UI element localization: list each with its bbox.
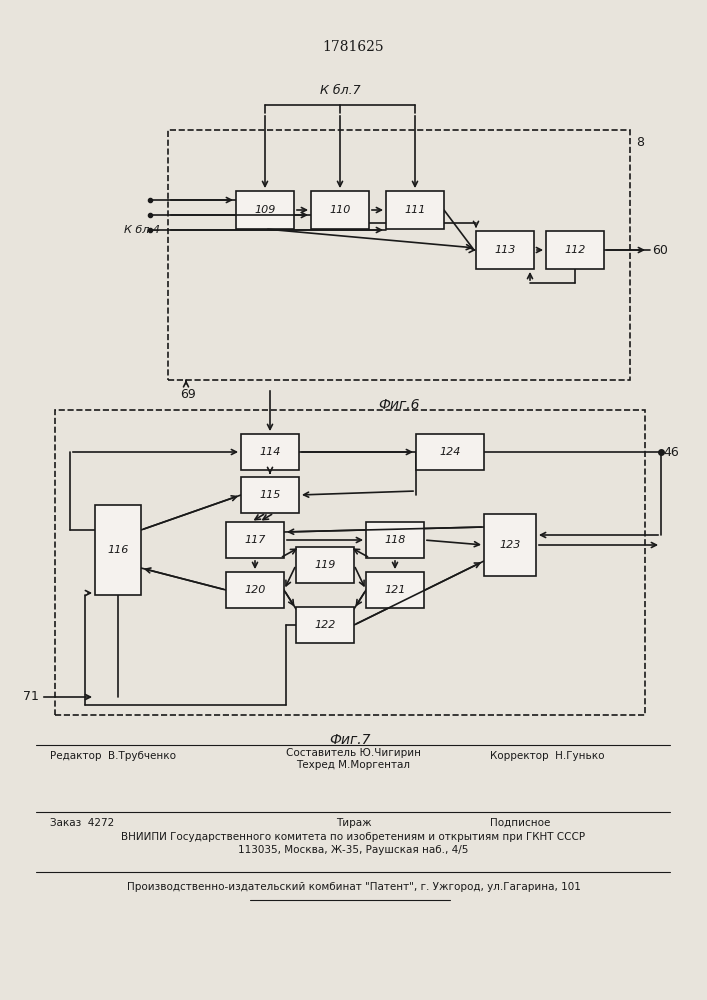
Text: 109: 109 [255,205,276,215]
Bar [296,547,354,583]
Text: 69: 69 [180,388,196,401]
Text: 112: 112 [564,245,585,255]
Text: 118: 118 [385,535,406,545]
Text: Производственно-издательский комбинат "Патент", г. Ужгород, ул.Гагарина, 101: Производственно-издательский комбинат "П… [127,882,580,892]
Text: 124: 124 [439,447,461,457]
Text: 117: 117 [245,535,266,545]
Text: 113035, Москва, Ж-35, Раушская наб., 4/5: 113035, Москва, Ж-35, Раушская наб., 4/5 [238,845,469,855]
Text: К бл.4: К бл.4 [124,225,160,235]
Text: 46: 46 [663,446,679,458]
Text: 116: 116 [107,545,129,555]
Text: 113: 113 [494,245,515,255]
Text: 115: 115 [259,490,281,500]
Bar [311,191,369,229]
Text: К бл.7: К бл.7 [320,84,361,97]
Text: 8: 8 [636,136,644,149]
Text: Подписное: Подписное [490,818,550,828]
Text: 111: 111 [404,205,426,215]
Bar [168,130,630,380]
Text: 71: 71 [23,690,39,704]
Text: 114: 114 [259,447,281,457]
Bar [476,231,534,269]
Bar [226,572,284,608]
Text: Заказ  4272: Заказ 4272 [50,818,115,828]
Text: Редактор  В.Трубченко: Редактор В.Трубченко [50,751,176,761]
Bar [95,505,141,595]
Text: Корректор  Н.Гунько: Корректор Н.Гунько [490,751,604,761]
Text: 122: 122 [315,620,336,630]
Bar [546,231,604,269]
Bar [416,434,484,470]
Text: 121: 121 [385,585,406,595]
Bar [366,572,424,608]
Text: 60: 60 [652,243,668,256]
Bar [386,191,444,229]
Bar [55,410,645,715]
Bar [366,522,424,558]
Text: 120: 120 [245,585,266,595]
Text: Фиг.6: Фиг.6 [378,398,420,412]
Bar [236,191,294,229]
Text: Тираж: Тираж [336,818,371,828]
Text: 1781625: 1781625 [322,40,385,54]
Text: ВНИИПИ Государственного комитета по изобретениям и открытиям при ГКНТ СССР: ВНИИПИ Государственного комитета по изоб… [122,832,585,842]
Bar [226,522,284,558]
Text: Составитель Ю.Чигирин: Составитель Ю.Чигирин [286,748,421,758]
Bar [241,477,299,513]
Text: Фиг.7: Фиг.7 [329,733,370,747]
Text: 123: 123 [499,540,520,550]
Bar [296,607,354,643]
Text: 119: 119 [315,560,336,570]
Text: Техред М.Моргентал: Техред М.Моргентал [296,760,411,770]
Bar [241,434,299,470]
Text: 110: 110 [329,205,351,215]
Bar [484,514,536,576]
